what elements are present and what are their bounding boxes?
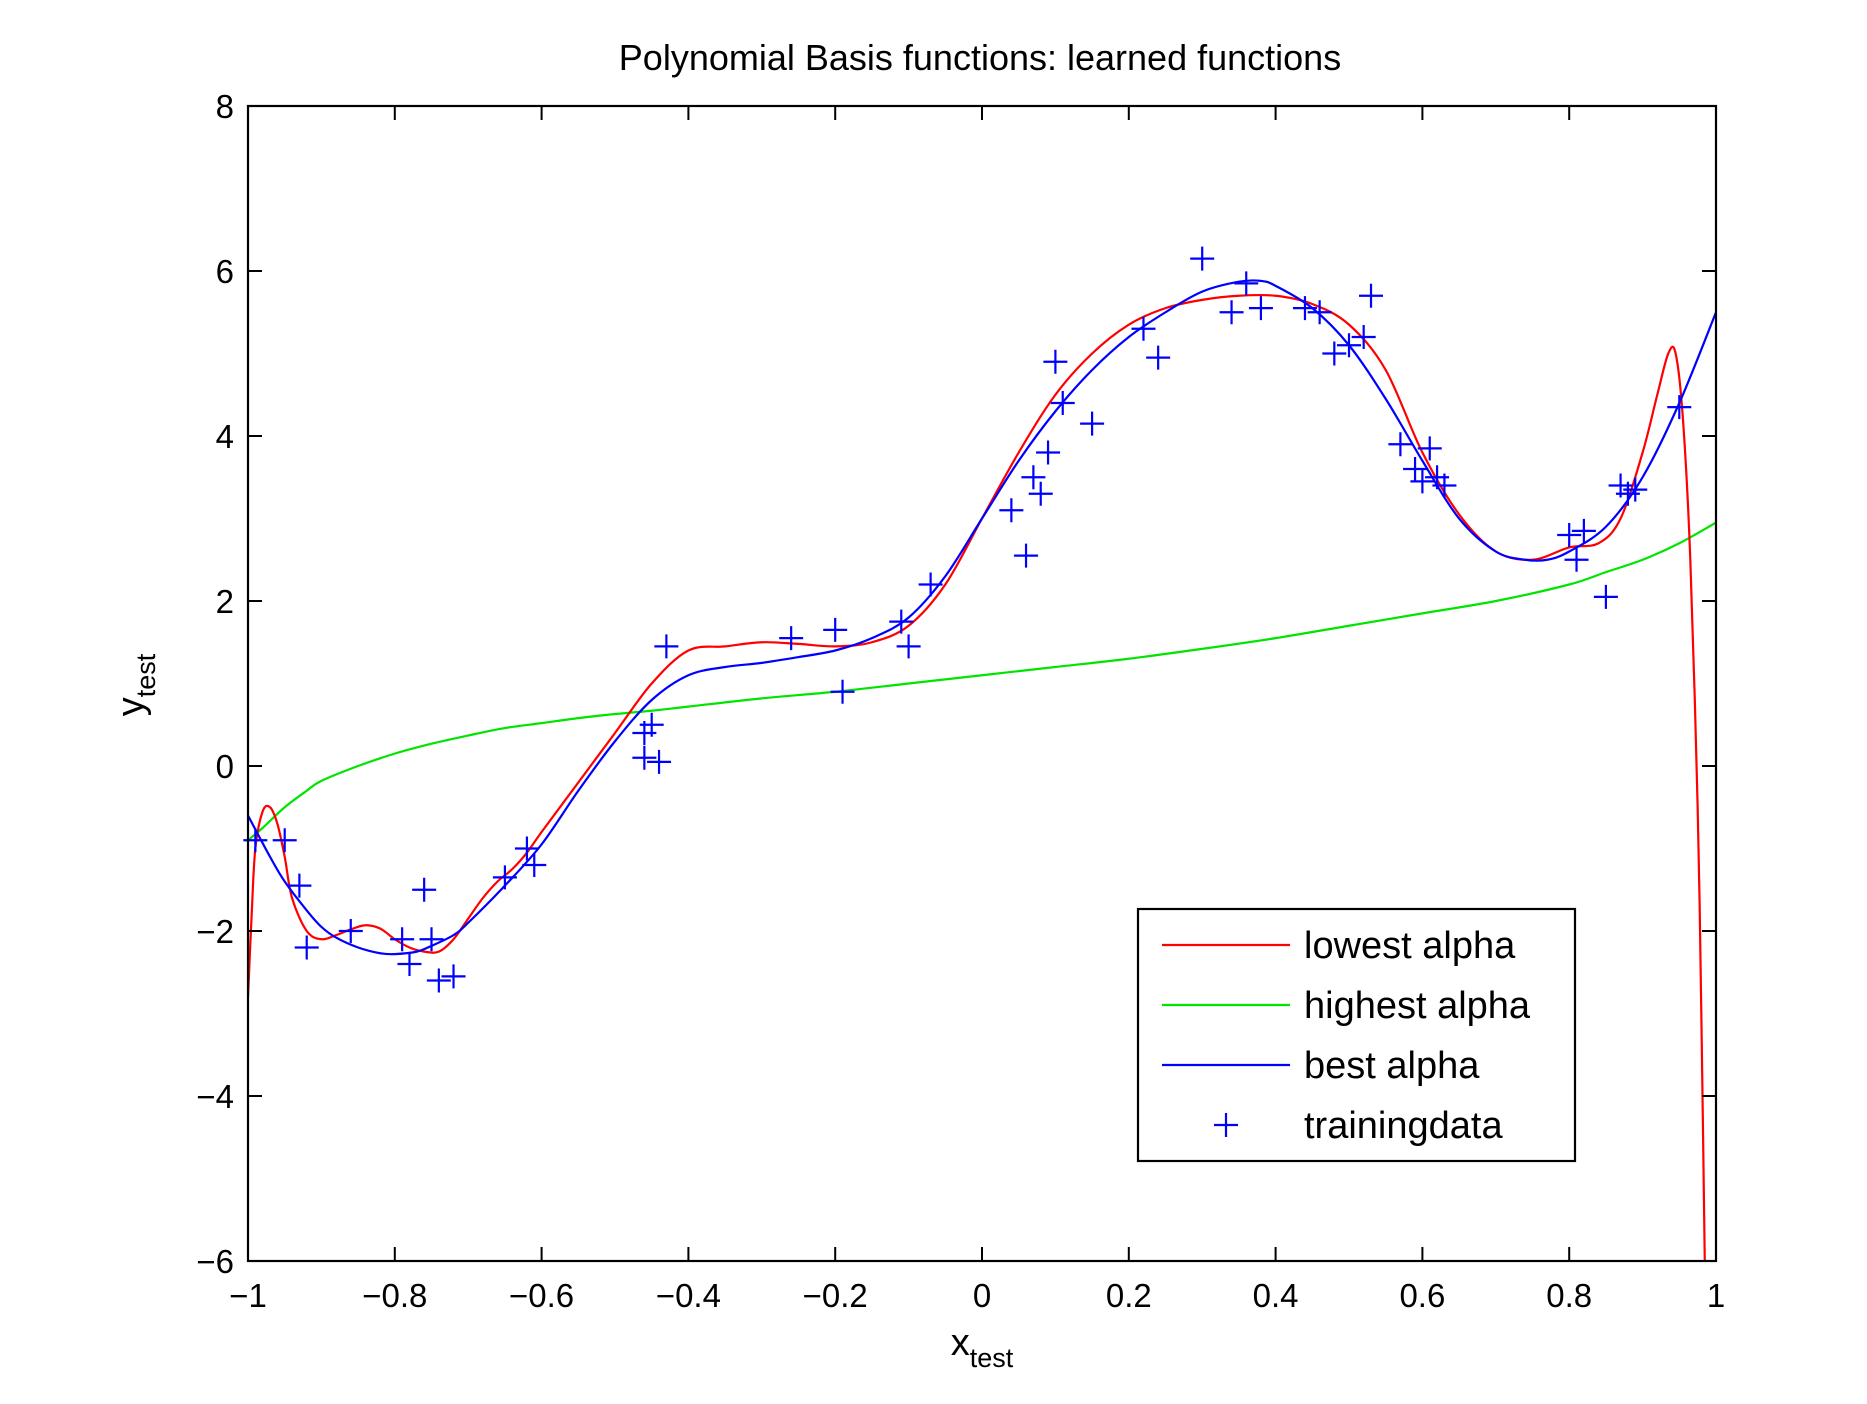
y-tick-label: 0 <box>216 748 234 785</box>
data-point-plus <box>492 865 517 890</box>
x-tick-label: −1 <box>229 1277 267 1314</box>
data-point-plus <box>647 749 672 774</box>
data-point-plus <box>896 634 921 659</box>
data-point-plus <box>1050 391 1075 415</box>
data-point-plus <box>1080 411 1105 436</box>
x-tick-label: −0.2 <box>803 1277 868 1314</box>
data-point-plus <box>918 572 943 597</box>
data-point-plus <box>1292 296 1317 321</box>
data-point-plus <box>1571 518 1596 543</box>
data-point-plus <box>639 712 664 737</box>
y-tick-label: 8 <box>216 88 234 125</box>
y-tick-label: −2 <box>196 913 234 950</box>
series-line-highest-alpha <box>248 521 1716 842</box>
series-line-best-alpha <box>248 279 1716 956</box>
data-point-plus <box>294 935 319 960</box>
x-tick-label: 0.8 <box>1546 1277 1592 1314</box>
data-point-plus <box>1036 440 1061 465</box>
data-point-plus <box>514 836 539 861</box>
x-tick-label: 0.2 <box>1106 1277 1152 1314</box>
y-tick-label: −6 <box>196 1243 234 1280</box>
data-point-plus <box>1667 395 1692 420</box>
data-point-plus <box>1322 341 1347 366</box>
legend-marker-trainingdata <box>1214 1113 1238 1137</box>
data-point-plus <box>1432 473 1457 498</box>
y-axis-label-main: y <box>110 697 152 716</box>
data-point-plus <box>1190 246 1215 271</box>
data-point-plus <box>338 919 363 943</box>
data-point-plus <box>287 873 312 898</box>
data-point-plus <box>441 964 466 989</box>
legend: lowest alpha highest alpha best alpha tr… <box>1136 907 1577 1163</box>
y-tick-label: 6 <box>216 253 234 290</box>
x-tick-label: −0.4 <box>656 1277 721 1314</box>
data-point-plus <box>830 679 855 704</box>
legend-label-trainingdata: trainingdata <box>1304 1105 1503 1147</box>
series-markers-trainingdata <box>243 246 1692 993</box>
data-point-plus <box>272 828 297 853</box>
data-point-plus <box>1043 349 1068 374</box>
x-tick-label: 0.4 <box>1253 1277 1299 1314</box>
x-tick-label: −0.8 <box>362 1277 427 1314</box>
data-point-plus <box>1337 333 1361 358</box>
data-point-plus <box>1410 469 1435 494</box>
data-point-plus <box>1351 325 1376 349</box>
data-point-plus <box>1417 436 1442 461</box>
data-point-plus <box>1028 481 1053 506</box>
y-tick-label: −4 <box>196 1078 234 1115</box>
data-point-plus <box>654 634 679 659</box>
data-point-plus <box>823 617 848 642</box>
legend-label-highest-alpha: highest alpha <box>1304 985 1531 1027</box>
data-point-plus <box>419 927 444 952</box>
x-axis-label: xtest <box>951 1322 1014 1373</box>
data-point-plus <box>522 853 547 877</box>
data-point-plus <box>632 745 657 770</box>
x-tick-labels: −1 −0.8 −0.6 −0.4 −0.2 0 0.2 0.4 0.6 0.8 1 <box>229 1277 1725 1314</box>
data-point-plus <box>1403 457 1428 481</box>
y-axis-label-subscript: test <box>131 653 161 697</box>
data-point-plus <box>1014 543 1039 568</box>
x-axis-label-main: x <box>951 1322 970 1364</box>
data-point-plus <box>1131 316 1156 341</box>
data-point-plus <box>426 968 451 993</box>
y-tick-label: 4 <box>216 418 234 455</box>
data-point-plus <box>1146 345 1171 370</box>
legend-label-best-alpha: best alpha <box>1304 1045 1480 1087</box>
x-tick-label: 1 <box>1707 1277 1725 1314</box>
data-point-plus <box>1623 477 1648 502</box>
data-point-plus <box>412 877 437 902</box>
data-point-plus <box>397 952 422 976</box>
x-tick-label: 0.6 <box>1399 1277 1445 1314</box>
data-point-plus <box>1388 432 1413 457</box>
data-point-plus <box>1234 271 1259 296</box>
data-point-plus <box>390 927 415 952</box>
data-point-plus <box>1359 283 1384 308</box>
data-point-plus <box>889 609 914 634</box>
data-point-plus <box>1307 300 1332 325</box>
x-tick-label: 0 <box>973 1277 991 1314</box>
y-tick-label: 2 <box>216 583 234 620</box>
axis-ticks <box>247 105 1717 1262</box>
data-point-plus <box>779 626 804 651</box>
data-point-plus <box>1021 465 1046 490</box>
data-point-plus <box>1248 296 1273 321</box>
legend-label-lowest-alpha: lowest alpha <box>1304 925 1516 967</box>
y-tick-labels: −6 −4 −2 0 2 4 6 8 <box>196 88 234 1280</box>
x-tick-label: −0.6 <box>509 1277 574 1314</box>
plot-series <box>243 246 1716 1261</box>
data-point-plus <box>1564 547 1589 572</box>
data-point-plus <box>999 498 1024 523</box>
legend-box <box>1136 907 1577 1163</box>
y-axis-label: ytest <box>110 653 161 716</box>
data-point-plus <box>1557 523 1582 547</box>
x-axis-label-subscript: test <box>970 1343 1014 1373</box>
data-point-plus <box>1219 300 1244 325</box>
chart-title: Polynomial Basis functions: learned func… <box>619 37 1341 78</box>
data-point-plus <box>1593 584 1618 609</box>
